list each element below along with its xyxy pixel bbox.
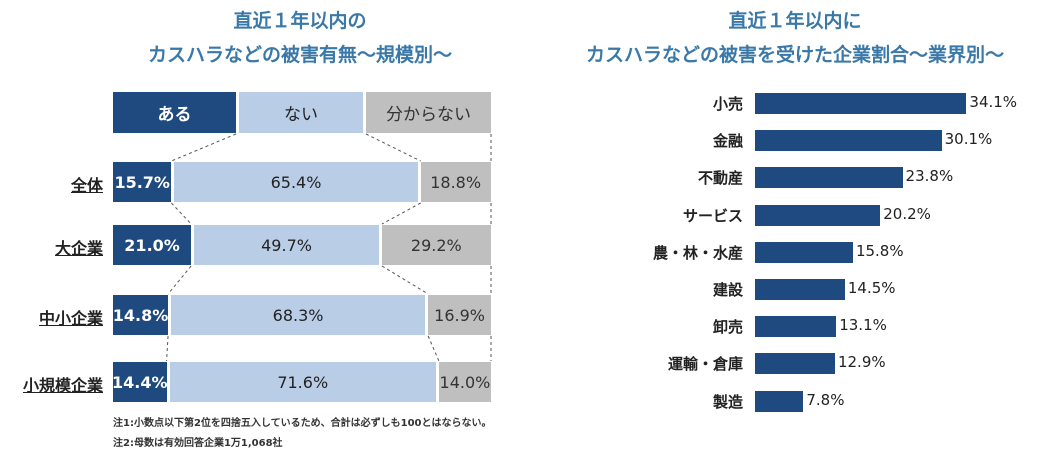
bar-segment-nai: 68.3% xyxy=(171,295,426,335)
category-label: 農・林・水産 xyxy=(652,243,743,262)
bar-segment-wakaranai: 14.0% xyxy=(438,362,491,402)
category-label: 不動産 xyxy=(697,169,743,188)
bar xyxy=(755,241,853,263)
dashed-connector-line xyxy=(171,133,237,162)
bar-segment-wakaranai: 18.8% xyxy=(420,162,491,202)
bar xyxy=(755,279,845,300)
row-label: 大企業 xyxy=(54,239,103,258)
bar-segment-nai: 49.7% xyxy=(194,225,379,265)
bar xyxy=(755,93,967,114)
dashed-connector-line xyxy=(166,335,169,362)
left-chart-title: 直近１年以内の カスハラなどの被害有無～規模別～ xyxy=(60,4,540,72)
bar-segment-wakaranai: 29.2% xyxy=(382,225,491,265)
dashed-connector-line xyxy=(365,133,421,162)
category-label: 建設 xyxy=(712,281,743,299)
category-label: 運輸・倉庫 xyxy=(667,355,743,374)
row-label: 中小企業 xyxy=(38,309,103,328)
value-label: 13.1% xyxy=(839,316,887,335)
bar-segment-aru: 14.4% xyxy=(112,362,168,402)
value-label: 12.9% xyxy=(837,353,886,372)
value-label: 7.8% xyxy=(806,390,845,409)
row-label: 全体 xyxy=(70,176,103,195)
row-label: 小規模企業 xyxy=(22,376,103,395)
bar-segment-nai: 65.4% xyxy=(174,162,418,202)
category-label: 金融 xyxy=(712,132,743,151)
bar-segment-wakaranai: 16.9% xyxy=(428,295,491,335)
value-label: 23.8% xyxy=(905,167,954,186)
note-2: 注2:母数は有効回答企業1万1,068社 xyxy=(113,438,283,449)
right-chart-title: 直近１年以内に カスハラなどの被害を受けた企業割合～業界別～ xyxy=(540,4,1050,72)
dashed-connector-line xyxy=(427,335,440,362)
legend-nai: ない xyxy=(239,92,363,133)
dashed-connector-line xyxy=(381,202,421,225)
value-label: 34.1% xyxy=(969,93,1018,111)
bar xyxy=(755,316,837,338)
value-label: 30.1% xyxy=(944,130,993,149)
note-1: 注1:小数点以下第2位を四捨五入しているため、合計は必ずしも100とはならない。 xyxy=(113,418,492,429)
bar xyxy=(755,130,942,152)
bar xyxy=(755,204,881,226)
bar-segment-nai: 71.6% xyxy=(169,362,436,402)
dashed-connector-line xyxy=(167,265,192,295)
legend-aru: ある xyxy=(113,92,236,133)
value-label: 14.5% xyxy=(847,279,896,297)
category-label: 製造 xyxy=(712,392,743,411)
bar xyxy=(755,390,804,412)
dashed-connector-line xyxy=(171,202,192,225)
bar-segment-aru: 14.8% xyxy=(113,295,168,335)
value-label: 20.2% xyxy=(883,204,931,223)
bar-segment-aru: 21.0% xyxy=(113,225,192,265)
bar-segment-aru: 15.7% xyxy=(113,162,172,202)
right-title-line2: カスハラなどの被害を受けた企業割合～業界別～ xyxy=(585,44,1004,66)
value-label: 15.8% xyxy=(855,241,904,260)
bar xyxy=(755,353,835,375)
left-title-line2: カスハラなどの被害有無～規模別～ xyxy=(147,44,452,66)
dashed-connector-line xyxy=(381,265,429,295)
bar xyxy=(755,167,903,189)
legend-wakaranai: 分からない xyxy=(366,92,491,133)
left-title-line1: 直近１年以内の xyxy=(233,10,367,32)
category-label: 卸売 xyxy=(712,318,743,337)
category-label: 小売 xyxy=(712,95,743,113)
right-title-line1: 直近１年以内に xyxy=(728,10,862,32)
category-label: サービス xyxy=(682,206,743,225)
